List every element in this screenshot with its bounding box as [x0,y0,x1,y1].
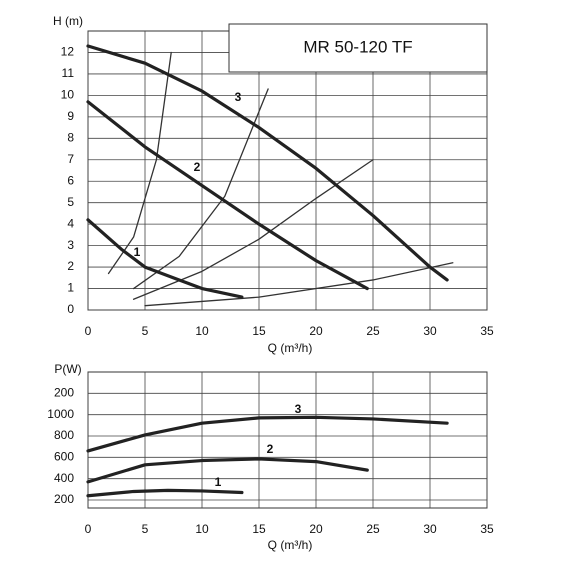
y-tick-label: 12 [61,45,75,59]
x-tick-label: 30 [423,522,437,536]
pump-curve [86,218,244,299]
curve-label: 3 [295,402,302,416]
y-tick-label: 1000 [47,407,74,421]
plot-area [87,30,488,311]
x-tick-label: 35 [480,324,494,338]
pump-curve [86,44,449,282]
y-tick-label: 800 [54,428,74,442]
title-box [228,23,488,73]
y-tick-label: 7 [67,152,74,166]
y-tick-label: 11 [62,66,75,80]
x-axis-title: Q (m³/h) [268,341,313,355]
x-tick-label: 25 [366,324,380,338]
x-tick-label: 20 [309,522,323,536]
pump-curve [86,100,369,291]
system-curve [144,262,454,307]
x-tick-label: 10 [195,522,209,536]
x-tick-label: 5 [142,324,149,338]
y-tick-label: 2 [67,259,74,273]
y-tick-label: 9 [67,109,74,123]
x-tick-label: 15 [252,522,266,536]
y-tick-label: 400 [54,471,74,485]
y-tick-label: 4 [67,216,74,230]
y-tick-label: 3 [67,238,74,252]
y-tick-label: 200 [54,386,74,400]
system-curve [107,51,172,275]
y-axis-title: H (m) [53,14,83,28]
y-tick-label: 6 [67,173,74,187]
y-tick-label: 200 [54,492,74,506]
pump-curve [86,488,244,498]
pump-curve [86,457,369,484]
curve-label: 2 [267,442,274,456]
x-tick-label: 0 [85,324,92,338]
y-tick-label: 600 [54,450,74,464]
y-tick-label: 1 [67,281,74,295]
y-tick-label: 5 [67,195,74,209]
curve-label: 1 [215,475,222,489]
curve-label: 3 [235,90,242,104]
x-tick-label: 0 [85,522,92,536]
y-tick-label: 0 [67,302,74,316]
y-axis-title: P(W) [54,362,81,376]
y-tick-label: 8 [67,130,74,144]
x-tick-label: 5 [142,522,149,536]
x-tick-label: 25 [366,522,380,536]
pump-curve [86,415,449,453]
plot-area [87,371,488,509]
x-tick-label: 15 [252,324,266,338]
x-tick-label: 35 [480,522,494,536]
x-tick-label: 10 [195,324,209,338]
curve-label: 1 [134,245,141,259]
y-tick-label: 10 [61,88,75,102]
curve-label: 2 [194,160,201,174]
x-tick-label: 20 [309,324,323,338]
chart-title: MR 50-120 TF [303,37,412,56]
x-tick-label: 30 [423,324,437,338]
x-axis-title: Q (m³/h) [268,538,313,552]
